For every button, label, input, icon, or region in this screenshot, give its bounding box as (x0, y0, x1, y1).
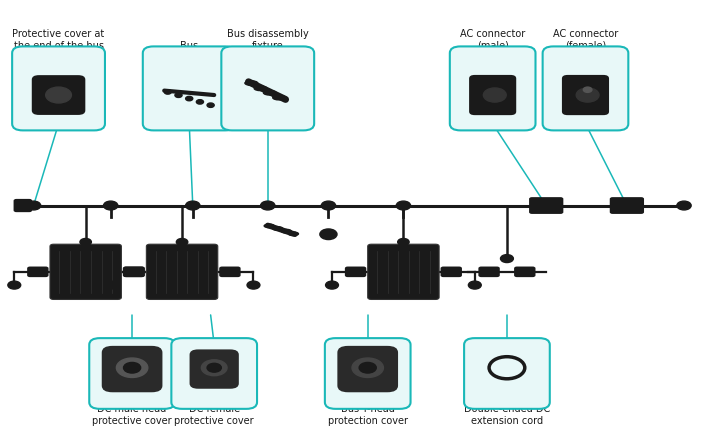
Circle shape (176, 239, 188, 246)
FancyBboxPatch shape (171, 338, 257, 409)
Circle shape (398, 239, 409, 246)
Ellipse shape (264, 224, 274, 228)
Circle shape (620, 201, 634, 210)
Ellipse shape (263, 91, 276, 95)
FancyBboxPatch shape (124, 267, 145, 277)
FancyBboxPatch shape (529, 197, 563, 214)
FancyBboxPatch shape (469, 75, 516, 115)
FancyBboxPatch shape (221, 46, 314, 130)
Circle shape (116, 358, 148, 377)
Circle shape (164, 90, 171, 94)
FancyBboxPatch shape (338, 346, 398, 392)
Circle shape (326, 281, 338, 289)
Text: Bus: Bus (180, 41, 198, 51)
Circle shape (247, 281, 260, 289)
Text: AC connector
(female): AC connector (female) (553, 29, 618, 51)
Text: DC male head
protective cover: DC male head protective cover (92, 404, 172, 426)
FancyBboxPatch shape (610, 197, 644, 214)
Circle shape (321, 201, 336, 210)
Text: Double-ended DC
extension cord: Double-ended DC extension cord (464, 404, 550, 426)
Circle shape (539, 201, 553, 210)
Text: DC female
protective cover: DC female protective cover (174, 404, 254, 426)
FancyBboxPatch shape (14, 199, 32, 212)
Circle shape (576, 88, 599, 102)
FancyBboxPatch shape (146, 244, 218, 300)
FancyBboxPatch shape (219, 267, 241, 277)
Circle shape (359, 362, 376, 373)
FancyBboxPatch shape (143, 46, 236, 130)
Circle shape (352, 358, 383, 377)
Circle shape (175, 93, 182, 97)
Circle shape (396, 201, 411, 210)
FancyBboxPatch shape (102, 346, 163, 392)
Circle shape (46, 87, 71, 103)
FancyBboxPatch shape (562, 75, 609, 115)
Circle shape (483, 88, 506, 102)
Ellipse shape (288, 232, 298, 236)
Ellipse shape (254, 86, 267, 91)
Text: AC connector
(male): AC connector (male) (460, 29, 526, 51)
Ellipse shape (281, 229, 291, 233)
FancyBboxPatch shape (345, 267, 366, 277)
FancyBboxPatch shape (189, 349, 238, 389)
Circle shape (8, 281, 21, 289)
Circle shape (261, 201, 275, 210)
Circle shape (207, 363, 221, 372)
FancyBboxPatch shape (27, 267, 49, 277)
Text: Bus disassembly
fixture: Bus disassembly fixture (227, 29, 308, 51)
FancyBboxPatch shape (12, 46, 105, 130)
FancyBboxPatch shape (123, 267, 144, 277)
Circle shape (186, 96, 193, 101)
Circle shape (186, 201, 200, 210)
Circle shape (583, 87, 592, 92)
FancyBboxPatch shape (325, 338, 411, 409)
Circle shape (320, 229, 337, 240)
Circle shape (104, 281, 117, 289)
FancyBboxPatch shape (32, 75, 86, 115)
Circle shape (196, 99, 203, 104)
Circle shape (151, 281, 164, 289)
Circle shape (201, 360, 227, 376)
Circle shape (26, 201, 41, 210)
Circle shape (677, 201, 691, 210)
FancyBboxPatch shape (450, 46, 536, 130)
Text: Protective cover at
the end of the bus: Protective cover at the end of the bus (12, 29, 105, 51)
FancyBboxPatch shape (464, 338, 550, 409)
FancyBboxPatch shape (543, 46, 628, 130)
FancyBboxPatch shape (368, 244, 439, 300)
Ellipse shape (273, 95, 286, 100)
Text: Bus Y-head
protection cover: Bus Y-head protection cover (328, 404, 408, 426)
Circle shape (124, 362, 141, 373)
FancyBboxPatch shape (89, 338, 175, 409)
Circle shape (468, 281, 481, 289)
Circle shape (104, 201, 118, 210)
FancyBboxPatch shape (478, 267, 500, 277)
Ellipse shape (245, 81, 258, 85)
Circle shape (501, 255, 513, 263)
FancyBboxPatch shape (50, 244, 121, 300)
FancyBboxPatch shape (441, 267, 462, 277)
Ellipse shape (273, 227, 283, 230)
FancyBboxPatch shape (514, 267, 536, 277)
Circle shape (207, 103, 214, 107)
Circle shape (80, 239, 91, 246)
